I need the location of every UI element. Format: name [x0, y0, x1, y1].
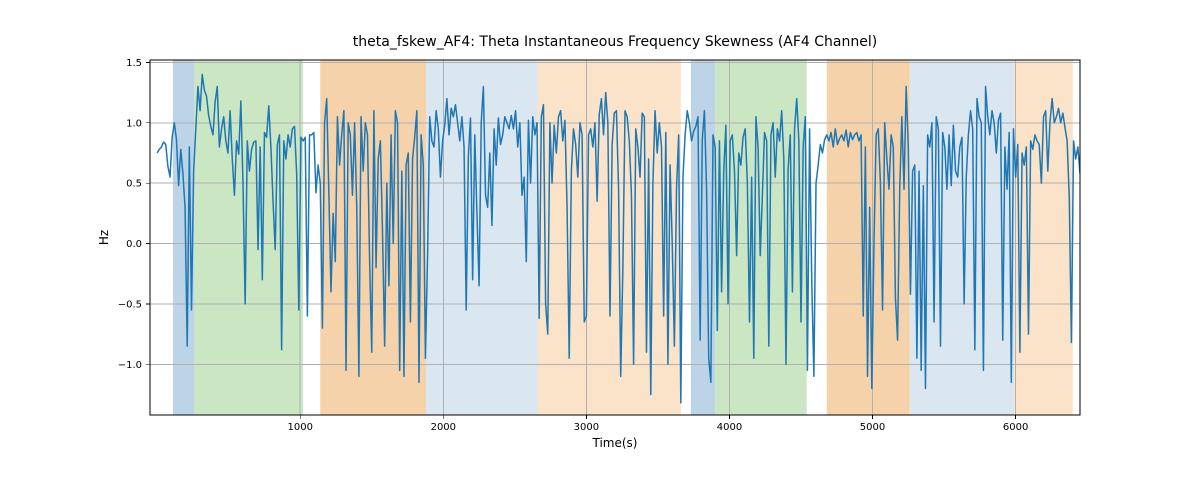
y-axis-label: Hz [97, 230, 111, 245]
chart-container: 1000 2000 3000 4000 5000 6000 −1.0 −0.5 0.0 0.5 1.… [0, 0, 1200, 500]
x-tick-label: 5000 [860, 422, 885, 433]
y-tick-label: −0.5 [118, 299, 142, 310]
shaded-region [194, 60, 303, 415]
x-tick-label: 3000 [574, 422, 599, 433]
y-tick-label: 0.5 [126, 179, 142, 190]
x-axis-label: Time(s) [592, 436, 638, 450]
y-tick-label: 1.5 [126, 58, 142, 69]
y-tick-label: 1.0 [126, 118, 142, 129]
x-tick-label: 1000 [288, 422, 313, 433]
x-tick-label: 6000 [1003, 422, 1028, 433]
chart-svg: 1000 2000 3000 4000 5000 6000 −1.0 −0.5 0.0 0.5 1.… [0, 0, 1200, 500]
x-tick-label: 4000 [717, 422, 742, 433]
y-tick-label: 0.0 [126, 239, 142, 250]
shaded-region [1014, 60, 1073, 415]
chart-title: theta_fskew_AF4: Theta Instantaneous Fre… [353, 34, 877, 50]
y-tick-label: −1.0 [118, 360, 142, 371]
x-tick-label: 2000 [431, 422, 456, 433]
